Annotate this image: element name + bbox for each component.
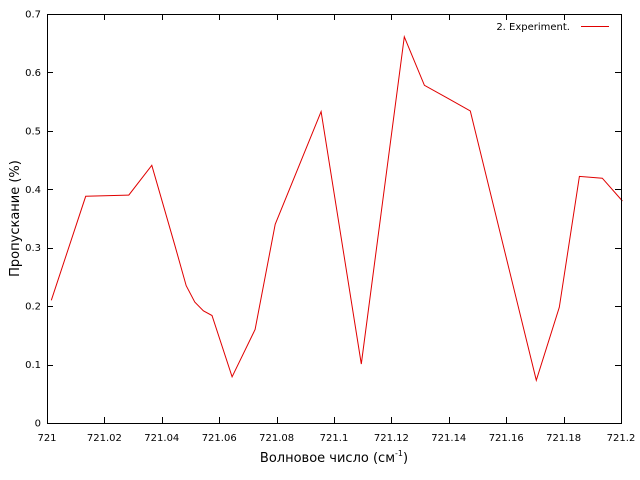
x-tick-label: 721.04 [144, 433, 179, 444]
y-tick-label: 0.4 [25, 185, 41, 196]
x-axis-title-end: ) [403, 451, 408, 466]
x-axis-title-main: Волновое число (см [260, 451, 395, 466]
y-axis-title: Пропускание (%) [8, 160, 23, 277]
series-layer [50, 34, 623, 383]
tick-marks [47, 14, 622, 424]
x-tick-label: 721.1 [320, 433, 349, 444]
x-tick-label: 721.02 [87, 433, 122, 444]
x-tick-labels: 721 721.02 721.04 721.06 721.08 721.1 721.12 72… [37, 433, 635, 444]
legend: 2. Experiment. [496, 22, 609, 33]
x-tick-label: 721.08 [259, 433, 294, 444]
x-axis-title: Волновое число (см-1) [260, 449, 408, 466]
x-tick-label: 721.18 [546, 433, 581, 444]
x-tick-label: 721.2 [607, 433, 636, 444]
y-tick-labels: 0 0.1 0.2 0.3 0.4 0.5 0.6 0.7 [25, 10, 41, 430]
x-tick-label: 721.06 [202, 433, 237, 444]
plot-frame [47, 14, 622, 424]
y-tick-label: 0.5 [25, 126, 41, 137]
y-tick-label: 0.6 [25, 68, 41, 79]
y-tick-label: 0.3 [25, 243, 41, 254]
x-tick-label: 721.16 [489, 433, 524, 444]
y-tick-label: 0.7 [25, 10, 41, 21]
y-tick-label: 0 [35, 419, 41, 430]
x-tick-label: 721 [37, 433, 56, 444]
series-line [50, 34, 623, 383]
x-axis-title-superscript: -1 [395, 449, 403, 458]
y-tick-label: 0.1 [25, 360, 41, 371]
x-tick-label: 721.14 [431, 433, 466, 444]
y-tick-label: 0.2 [25, 302, 41, 313]
legend-label: 2. Experiment. [496, 22, 570, 33]
x-tick-label: 721.12 [374, 433, 409, 444]
